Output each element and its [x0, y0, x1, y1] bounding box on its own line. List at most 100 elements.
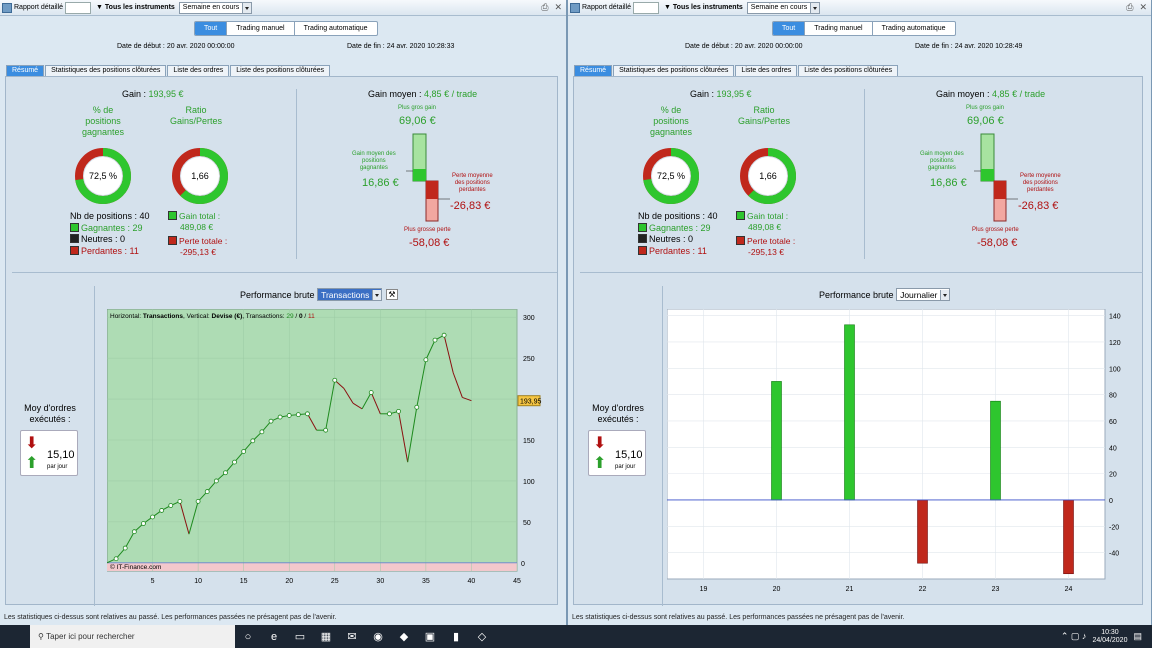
data-point — [250, 438, 256, 444]
wrench-icon[interactable]: ⚒ — [386, 289, 398, 300]
blank-field[interactable] — [633, 1, 660, 14]
moy-value: 15,10 — [615, 449, 643, 461]
moy-label: Moy d'ordres exécutés : — [24, 403, 76, 424]
data-point — [195, 499, 201, 504]
filter-0[interactable]: Tout — [773, 22, 806, 35]
close-icon[interactable]: ✕ — [554, 2, 562, 12]
store-icon[interactable]: ▦ — [320, 631, 332, 643]
close-icon[interactable]: ✕ — [1139, 2, 1147, 12]
data-point — [286, 413, 292, 418]
moy-card: ⬇ ⬆ 15,10 par jour — [588, 430, 646, 476]
right-report-window: Rapport détaillé ▼ Tous les instruments … — [567, 0, 1152, 625]
x-tick-label: 10 — [194, 578, 202, 585]
tab-0[interactable]: Résumé — [574, 65, 613, 76]
filter-2[interactable]: Trading automatique — [881, 25, 946, 32]
filter-2[interactable]: Trading automatique — [303, 25, 368, 32]
print-icon[interactable]: ⎙ — [541, 2, 549, 12]
data-point — [213, 478, 219, 484]
tab-3[interactable]: Liste des positions clôturées — [230, 65, 331, 76]
x-tick-label: 19 — [700, 586, 708, 593]
tray-icons[interactable]: ⌃ ▢ ♪ — [1060, 631, 1087, 641]
task-view-icon[interactable]: ○ — [244, 630, 252, 643]
filter-0[interactable]: Tout — [195, 22, 228, 35]
ratio-donut: 1,66 — [172, 148, 228, 204]
moy-label: Moy d'ordres exécutés : — [592, 403, 644, 424]
data-point — [232, 459, 237, 465]
gain-row: Gain : 193,95 € — [690, 89, 752, 99]
line-segment — [407, 407, 418, 463]
line-segment — [462, 396, 472, 402]
gain-loss-bars — [406, 133, 450, 222]
line-segment — [443, 335, 454, 373]
y-tick-label: 40 — [1109, 445, 1117, 452]
period-select[interactable]: Semaine en cours — [178, 1, 253, 14]
chrome-icon[interactable]: ◉ — [373, 631, 383, 643]
period-select[interactable]: Semaine en cours — [746, 1, 821, 14]
notification-icon[interactable]: ▤ — [1133, 631, 1142, 641]
data-point — [441, 332, 447, 338]
edge-icon[interactable]: e — [270, 630, 278, 643]
avg-gain-label: Gain moyen des positions gagnantes — [352, 151, 396, 171]
data-point — [159, 508, 165, 513]
moy-value: 15,10 — [47, 449, 75, 461]
tab-1[interactable]: Statistiques des positions clôturées — [45, 65, 167, 76]
x-tick-label: 35 — [422, 578, 430, 585]
x-tick-label: 5 — [151, 578, 155, 585]
tab-3[interactable]: Liste des positions clôturées — [798, 65, 899, 76]
folder-icon[interactable]: ▭ — [294, 631, 306, 643]
window-titlebar: Rapport détaillé ▼ Tous les instruments … — [0, 0, 566, 16]
avg-gain-label: Gain moyen des positions gagnantes — [920, 151, 964, 171]
x-tick-label: 30 — [376, 578, 384, 585]
blank-field[interactable] — [65, 1, 92, 14]
max-gain-value: 69,06 € — [967, 115, 1004, 127]
arrow-down-icon: ⬇ — [593, 435, 607, 452]
summary-content: Gain : 193,95 € % de positions gagnantes Rat… — [5, 76, 558, 606]
arrow-down-icon: ⬇ — [25, 435, 39, 452]
search-placeholder: Taper ici pour rechercher — [46, 632, 135, 641]
perf-select[interactable]: Transactions — [317, 288, 383, 301]
max-loss-value: -58,08 € — [409, 237, 450, 249]
data-point — [150, 514, 155, 520]
app3-icon[interactable]: ◇ — [477, 631, 487, 643]
data-point — [223, 470, 228, 476]
tab-bar: Résumé Statistiques des positions clôturé… — [574, 65, 899, 76]
app-icon[interactable]: ◆ — [399, 631, 409, 643]
y-tick-label: 250 — [523, 356, 535, 363]
x-tick-label: 22 — [919, 586, 927, 593]
print-icon[interactable]: ⎙ — [1126, 2, 1134, 12]
trading-app-icon[interactable]: ▮ — [452, 631, 460, 643]
perf-row: Performance brute Transactions ⚒ — [240, 288, 398, 301]
window-titlebar: Rapport détaillé ▼ Tous les instruments … — [568, 0, 1151, 16]
x-tick-label: 25 — [331, 578, 339, 585]
y-tick-label: 0 — [1109, 498, 1113, 505]
gain-moyen-row: Gain moyen : 4,85 € / trade — [368, 89, 478, 99]
pct-label: % de positions gagnantes — [649, 105, 693, 137]
mail-icon[interactable]: ✉ — [347, 631, 357, 643]
search-icon: ⚲ — [38, 632, 47, 641]
pct-donut: 72,5 % — [643, 148, 699, 204]
line-segment — [343, 388, 354, 404]
taskbar-search[interactable]: ⚲ Taper ici pour rechercher — [30, 625, 235, 648]
line-segment — [325, 380, 336, 431]
tab-2[interactable]: Liste des ordres — [167, 65, 230, 76]
tab-1[interactable]: Statistiques des positions clôturées — [613, 65, 735, 76]
instruments-select[interactable]: ▼ Tous les instruments — [96, 4, 175, 11]
data-point — [295, 412, 301, 418]
app2-icon[interactable]: ▣ — [424, 631, 436, 643]
performance-bar-chart: 140 120 100 80 60 40 20 0 -20 -40 19 20 21 22 23 24 — [666, 308, 1121, 593]
perf-select[interactable]: Journalier — [896, 288, 951, 301]
x-tick-label: 21 — [846, 586, 854, 593]
max-gain-label: Plus gros gain — [398, 105, 437, 111]
instruments-select[interactable]: ▼ Tous les instruments — [664, 4, 743, 11]
line-segment — [398, 411, 409, 463]
bar — [990, 400, 1001, 501]
start-date: Date de début : 20 avr. 2020 00:00:00 — [117, 43, 235, 50]
filter-1[interactable]: Trading manuel — [227, 22, 295, 35]
summary-content: Gain : 193,95 € % de positions gagnantes Rat… — [573, 76, 1143, 606]
chart-credit: © IT-Finance.com — [110, 563, 161, 571]
filter-1[interactable]: Trading manuel — [805, 22, 873, 35]
clock[interactable]: 10:30 24/04/2020 — [1092, 628, 1128, 644]
tab-2[interactable]: Liste des ordres — [735, 65, 798, 76]
data-point — [204, 489, 210, 494]
tab-0[interactable]: Résumé — [6, 65, 45, 76]
